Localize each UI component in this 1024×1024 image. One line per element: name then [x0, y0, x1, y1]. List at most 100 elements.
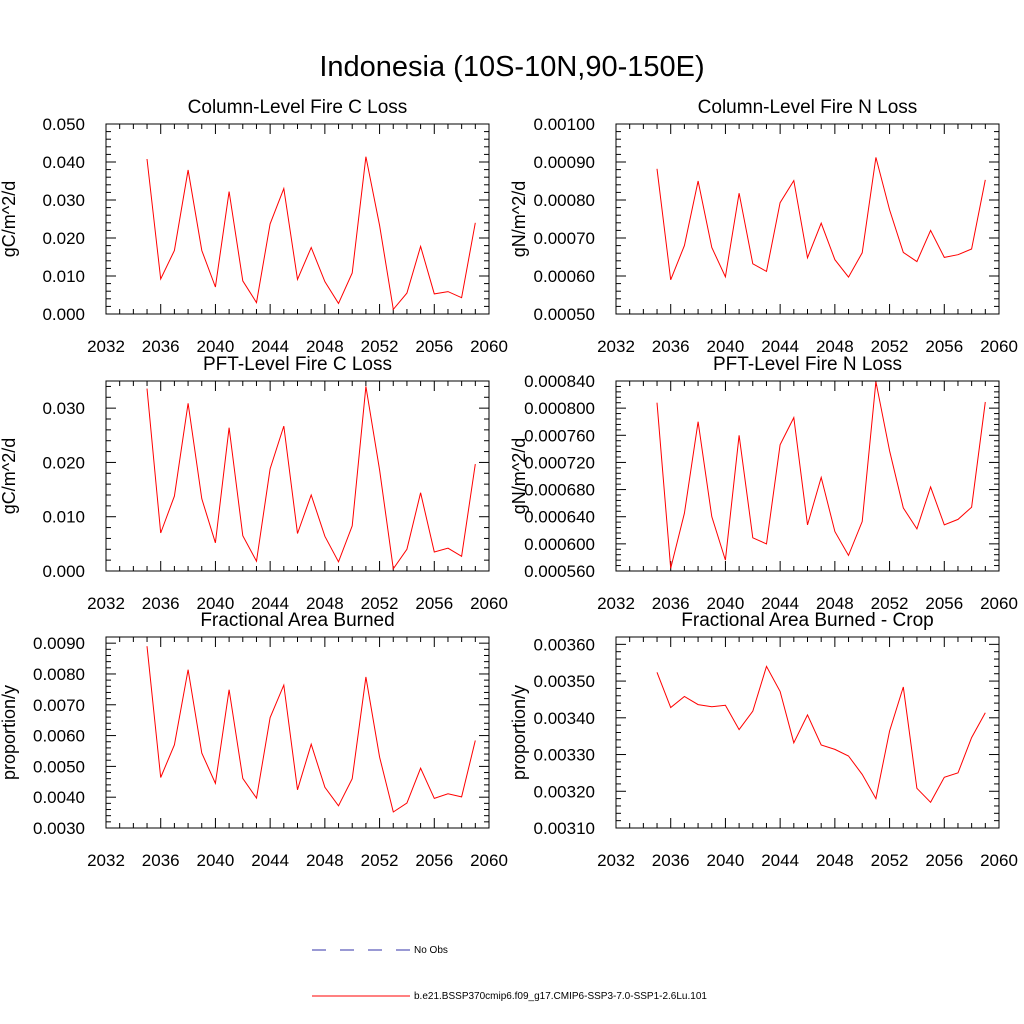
x-tick-label: 2052 [361, 851, 399, 870]
y-tick-label: 0.000 [42, 562, 85, 581]
y-tick-label: 0.00100 [534, 115, 595, 134]
y-tick-label: 0.0090 [33, 634, 85, 653]
x-tick-label: 2044 [251, 851, 289, 870]
y-tick-label: 0.020 [42, 453, 85, 472]
y-tick-label: 0.0040 [33, 788, 85, 807]
chart-panel-1: Column-Level Fire C Loss 2032 2036 2040 2044… [0, 97, 508, 356]
plot-frame [615, 636, 1000, 829]
series-line [656, 157, 986, 280]
y-tick-label: 0.00340 [534, 709, 595, 728]
y-tick-label: 0.00080 [534, 191, 595, 210]
y-tick-label: 0.000 [42, 305, 85, 324]
y-tick-label: 0.050 [42, 115, 85, 134]
x-tick-label: 2052 [871, 594, 909, 613]
series-line [146, 156, 476, 311]
y-tick-label: 0.00330 [534, 746, 595, 765]
x-tick-label: 2032 [87, 851, 125, 870]
x-tick-label: 2032 [597, 851, 635, 870]
y-tick-label: 0.000840 [524, 372, 595, 391]
y-tick-label: 0.040 [42, 153, 85, 172]
series-line [656, 665, 986, 804]
y-tick-label: 0.00060 [534, 267, 595, 286]
x-tick-label: 2056 [415, 337, 453, 356]
figure-title: Indonesia (10S-10N,90-150E) [319, 51, 704, 83]
panel-title: Column-Level Fire N Loss [698, 97, 918, 118]
x-tick-label: 2052 [361, 337, 399, 356]
series-line [656, 381, 986, 569]
x-tick-label: 2060 [470, 851, 508, 870]
x-tick-label: 2044 [251, 594, 289, 613]
x-tick-label: 2060 [980, 594, 1018, 613]
x-tick-label: 2052 [871, 337, 909, 356]
x-tick-label: 2048 [816, 594, 854, 613]
plot-frame [105, 380, 490, 572]
series-line [146, 646, 476, 813]
legend-label-no-obs: No Obs [414, 945, 448, 956]
x-tick-label: 2056 [415, 851, 453, 870]
x-tick-label: 2060 [980, 851, 1018, 870]
chart-panel-4: PFT-Level Fire N Loss 2032 2036 2040 2044 204… [509, 354, 1018, 613]
panel-title: Column-Level Fire C Loss [188, 97, 408, 118]
y-tick-label: 0.000760 [524, 426, 595, 445]
x-tick-label: 2056 [925, 594, 963, 613]
y-axis-label: gN/m^2/d [509, 181, 529, 257]
plot-frame [615, 123, 1000, 315]
x-tick-label: 2044 [251, 337, 289, 356]
x-tick-label: 2036 [142, 337, 180, 356]
x-tick-label: 2032 [87, 337, 125, 356]
panel-title: PFT-Level Fire C Loss [203, 354, 392, 375]
y-tick-label: 0.0050 [33, 757, 85, 776]
y-axis-label: proportion/y [0, 685, 19, 780]
y-tick-label: 0.00070 [534, 229, 595, 248]
x-tick-label: 2044 [761, 851, 799, 870]
y-tick-label: 0.00350 [534, 672, 595, 691]
x-tick-label: 2040 [197, 337, 235, 356]
x-tick-label: 2060 [980, 337, 1018, 356]
x-tick-label: 2048 [816, 337, 854, 356]
chart-panel-3: PFT-Level Fire C Loss 2032 2036 2040 2044 204… [0, 354, 508, 613]
y-tick-label: 0.0080 [33, 665, 85, 684]
x-tick-label: 2044 [761, 337, 799, 356]
x-tick-label: 2032 [597, 594, 635, 613]
y-tick-label: 0.000560 [524, 562, 595, 581]
x-tick-label: 2056 [925, 851, 963, 870]
series-line [146, 386, 476, 571]
plot-frame [105, 636, 490, 829]
x-tick-label: 2040 [707, 337, 745, 356]
y-tick-label: 0.00050 [534, 305, 595, 324]
y-tick-label: 0.000720 [524, 453, 595, 472]
x-tick-label: 2048 [306, 851, 344, 870]
x-tick-label: 2048 [306, 594, 344, 613]
x-tick-label: 2060 [470, 594, 508, 613]
x-tick-label: 2044 [761, 594, 799, 613]
y-tick-label: 0.0060 [33, 727, 85, 746]
y-tick-label: 0.000800 [524, 399, 595, 418]
y-tick-label: 0.030 [42, 191, 85, 210]
x-tick-label: 2036 [652, 851, 690, 870]
panel-title: PFT-Level Fire N Loss [713, 354, 902, 375]
chart-panel-2: Column-Level Fire N Loss 2032 2036 2040 2044… [509, 97, 1018, 356]
x-tick-label: 2036 [652, 337, 690, 356]
y-axis-label: proportion/y [509, 685, 529, 780]
y-tick-label: 0.010 [42, 508, 85, 527]
x-tick-label: 2056 [925, 337, 963, 356]
y-tick-label: 0.030 [42, 399, 85, 418]
panel-title: Fractional Area Burned [200, 610, 394, 631]
y-axis-label: gC/m^2/d [0, 181, 19, 257]
x-tick-label: 2060 [470, 337, 508, 356]
y-tick-label: 0.000680 [524, 481, 595, 500]
y-tick-label: 0.00320 [534, 782, 595, 801]
x-tick-label: 2036 [652, 594, 690, 613]
y-tick-label: 0.0070 [33, 696, 85, 715]
x-tick-label: 2040 [707, 594, 745, 613]
y-axis-label: gN/m^2/d [509, 438, 529, 514]
y-tick-label: 0.010 [42, 267, 85, 286]
panels: Column-Level Fire C Loss 2032 2036 2040 2044… [0, 97, 1018, 870]
y-tick-label: 0.000640 [524, 508, 595, 527]
y-tick-label: 0.000600 [524, 535, 595, 554]
x-tick-label: 2052 [361, 594, 399, 613]
y-tick-label: 0.00360 [534, 635, 595, 654]
chart-panel-6: Fractional Area Burned - Crop 2032 2036 204… [509, 610, 1018, 870]
x-tick-label: 2056 [415, 594, 453, 613]
